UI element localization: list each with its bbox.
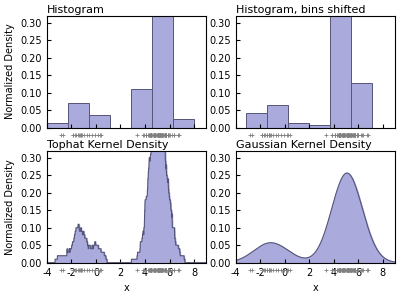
Text: Gaussian Kernel Density: Gaussian Kernel Density — [236, 140, 372, 150]
Bar — [173, 119, 194, 128]
Text: Tophat Kernel Density: Tophat Kernel Density — [47, 140, 168, 150]
Bar — [89, 115, 110, 128]
Bar — [309, 125, 330, 128]
Text: Histogram: Histogram — [47, 5, 105, 15]
Bar — [246, 113, 267, 128]
Bar — [47, 123, 68, 128]
Bar — [68, 103, 89, 128]
X-axis label: x: x — [312, 283, 318, 293]
Bar — [288, 123, 309, 128]
Bar — [351, 83, 372, 128]
Bar — [131, 89, 152, 128]
Bar — [330, 11, 351, 128]
Y-axis label: Normalized Density: Normalized Density — [5, 159, 15, 255]
Bar — [267, 105, 288, 128]
Bar — [152, 11, 173, 128]
X-axis label: x: x — [124, 283, 130, 293]
Text: Histogram, bins shifted: Histogram, bins shifted — [236, 5, 365, 15]
Y-axis label: Normalized Density: Normalized Density — [5, 24, 15, 119]
